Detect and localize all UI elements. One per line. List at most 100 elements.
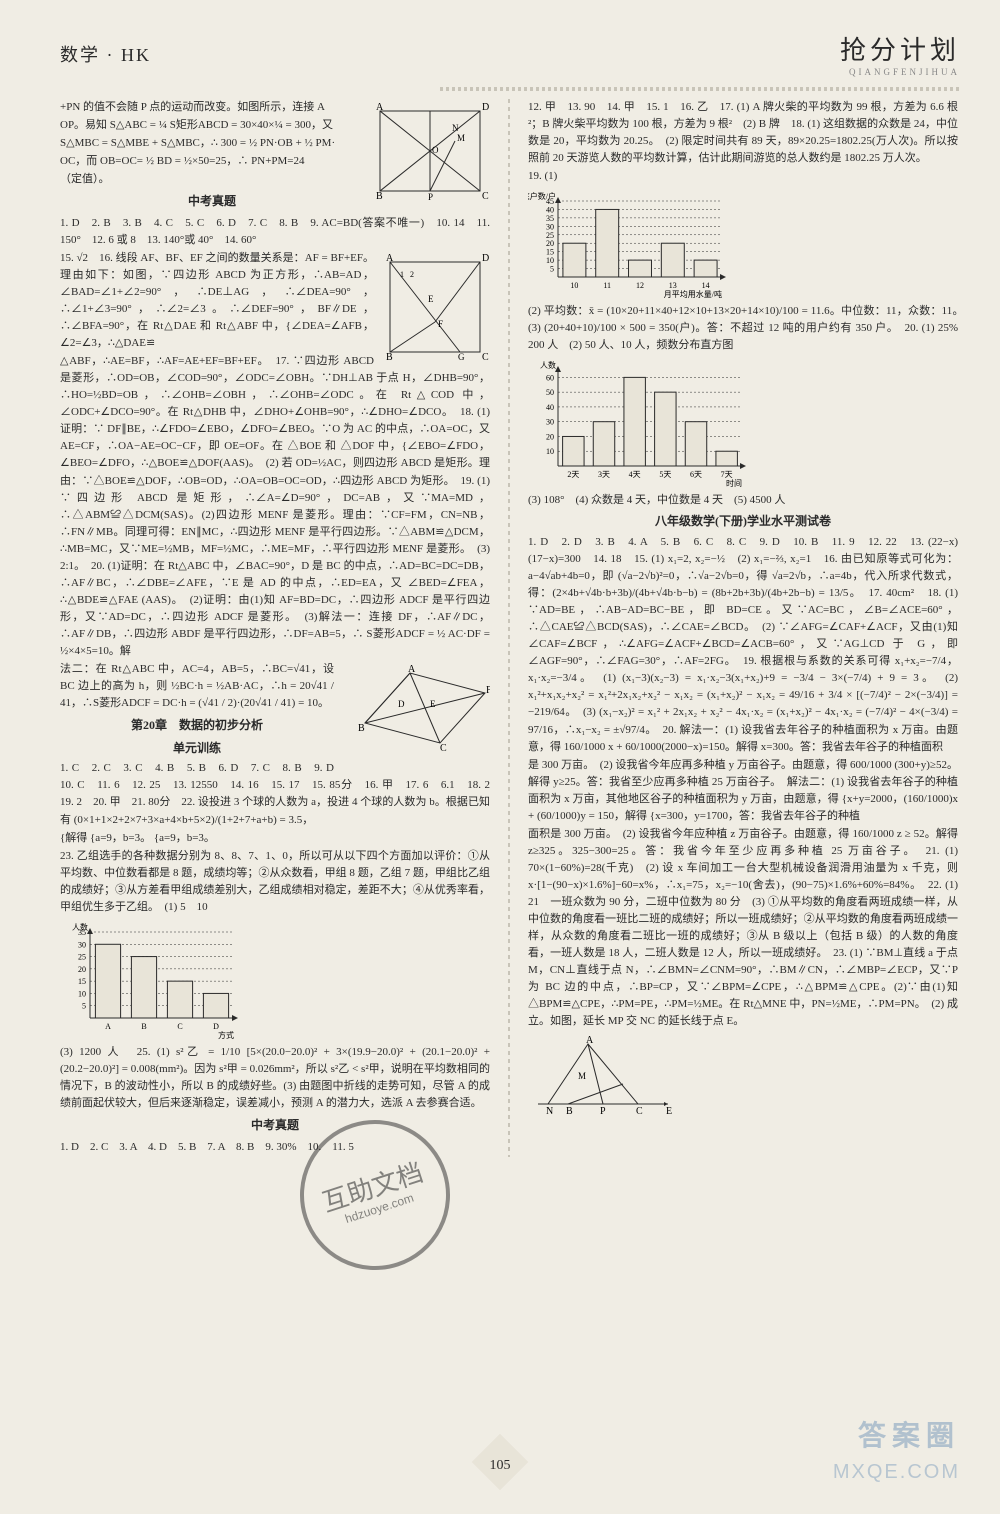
watermark-url: MXQE.COM [833,1461,960,1484]
svg-text:C: C [482,352,489,362]
svg-text:时间: 时间 [726,478,742,488]
left-column: A D B C O M N P +PN 的值不会随 P 点的运动而改变。如图所示… [60,99,490,1157]
svg-text:5: 5 [550,265,554,274]
body-text: (3) 108° (4) 众数是 4 天，中位数是 4 天 (5) 4500 人 [528,492,958,509]
svg-text:G: G [458,352,465,362]
brand-title: 抢分计划 [840,30,960,67]
svg-text:O: O [432,145,439,155]
svg-text:P: P [600,1106,606,1117]
svg-text:C: C [636,1106,643,1117]
answer-line: 1. D 2. D 3. B 4. A 5. B 6. C 8. C 9. D … [528,534,958,756]
section-heading-zhongkao2: 中考真题 [60,1116,490,1135]
svg-text:12: 12 [636,281,644,290]
answer-line: 1. D 2. B 3. B 4. C 5. C 6. D 7. C 8. B … [60,215,490,249]
svg-text:B: B [358,723,365,734]
svg-text:C: C [440,743,447,753]
svg-text:A: A [105,1022,111,1031]
svg-text:25: 25 [78,952,86,961]
figure-square-proof: A D B C E F G 1 2 [380,252,490,368]
svg-text:D: D [482,253,489,264]
svg-text:B: B [386,352,393,362]
svg-text:20: 20 [546,239,554,248]
figure-rectangle-diagonals: A D B C O M N P [370,101,490,207]
svg-text:15: 15 [78,977,86,986]
svg-text:C: C [482,191,489,201]
svg-text:E: E [430,699,436,709]
right-column: 12. 甲 13. 90 14. 甲 15. 1 16. 乙 17. (1) A… [528,99,958,1157]
svg-text:A: A [586,1035,594,1046]
svg-text:1: 1 [400,270,404,279]
section-heading-grade8: 八年级数学(下册)学业水平测试卷 [528,512,958,531]
svg-text:35: 35 [546,214,554,223]
body-text: △ABF，∴AE=BF，∴AF=AE+EF=BF+EF。 17. ∵四边形 AB… [60,353,490,660]
svg-text:30: 30 [78,940,86,949]
svg-text:4天: 4天 [629,470,641,479]
svg-text:10: 10 [546,256,554,265]
svg-text:14: 14 [702,281,710,290]
svg-text:30: 30 [546,418,554,427]
svg-text:人数: 人数 [540,360,556,370]
svg-text:11: 11 [603,281,611,290]
bar-chart-q19: 510152025303540451011121314家庭户数/户月平均用水量/… [528,189,958,299]
svg-text:13: 13 [669,281,677,290]
svg-text:A: A [376,102,384,113]
body-text: 是 300 万亩。 (2) 设我省今年应再多种植 y 万亩谷子。由题意，得 60… [528,757,958,825]
subject-label: 数学 · HK [60,41,151,67]
svg-text:D: D [213,1022,219,1031]
page-number: 105 [490,1458,511,1474]
svg-text:30: 30 [546,223,554,232]
svg-text:C: C [177,1022,182,1031]
svg-text:10: 10 [570,281,578,290]
header-divider [440,87,960,91]
watermark-text: 答案圈 [858,1414,960,1454]
svg-text:10: 10 [546,448,554,457]
svg-text:10: 10 [78,989,86,998]
bar-chart-q20: 1020304050602天3天4天5天6天7天人数时间 [528,358,958,488]
svg-text:D: D [398,699,405,709]
svg-text:M: M [578,1071,586,1081]
bar-chart-q23: 5101520253035ABCD人数方式 [60,920,490,1040]
svg-text:50: 50 [546,389,554,398]
svg-text:家庭户数/户: 家庭户数/户 [528,191,556,201]
svg-text:方式: 方式 [218,1030,234,1040]
svg-text:F: F [486,685,490,696]
figure-rhombus: A B C F E D [340,663,490,759]
svg-text:5天: 5天 [659,470,671,479]
svg-text:月平均用水量/吨: 月平均用水量/吨 [664,289,722,299]
body-text: (2) 平均数：x̄ = (10×20+11×40+12×10+13×20+14… [528,303,958,354]
svg-text:15: 15 [546,248,554,257]
svg-text:D: D [482,102,489,113]
svg-text:2天: 2天 [567,470,579,479]
svg-text:40: 40 [546,206,554,215]
svg-text:E: E [428,294,434,304]
brand-pinyin: QIANGFENJIHUA [840,67,960,77]
svg-text:B: B [141,1022,146,1031]
svg-text:2: 2 [410,270,414,279]
svg-text:25: 25 [546,231,554,240]
body-text: (3) 1200 人 25. (1) s²乙 = 1/10 [5×(20.0−2… [60,1044,490,1112]
svg-text:60: 60 [546,374,554,383]
body-text: 面积是 300 万亩。 (2) 设我省今年应种植 z 万亩谷子。由题意，得 16… [528,826,958,1031]
svg-text:7天: 7天 [721,470,733,479]
svg-text:B: B [376,191,383,201]
body-text: 19. (1) [528,168,958,185]
body-text: 12. 甲 13. 90 14. 甲 15. 1 16. 乙 17. (1) A… [528,99,958,167]
svg-text:40: 40 [546,403,554,412]
svg-text:5: 5 [82,1002,86,1011]
answer-line: 1. C 2. C 3. C 4. B 5. B 6. D 7. C 8. B … [60,760,490,828]
svg-text:20: 20 [546,433,554,442]
svg-text:人数: 人数 [72,922,88,932]
svg-text:N: N [452,123,459,133]
svg-text:A: A [408,664,416,675]
svg-text:A: A [386,253,394,264]
stamp-url: hdzuoye.com [328,1186,431,1231]
svg-text:F: F [438,319,443,329]
answer-line: 1. D 2. C 3. A 4. D 5. B 7. A 8. B 9. 30… [60,1139,490,1156]
svg-text:M: M [457,133,465,143]
column-separator [508,99,510,1157]
svg-text:6天: 6天 [690,470,702,479]
figure-triangle-proof: A N B P C E M [528,1034,958,1130]
body-text: {解得 {a=9，b=3。 {a=9，b=3。 [60,830,490,847]
svg-text:P: P [428,192,433,201]
svg-text:B: B [566,1106,573,1117]
